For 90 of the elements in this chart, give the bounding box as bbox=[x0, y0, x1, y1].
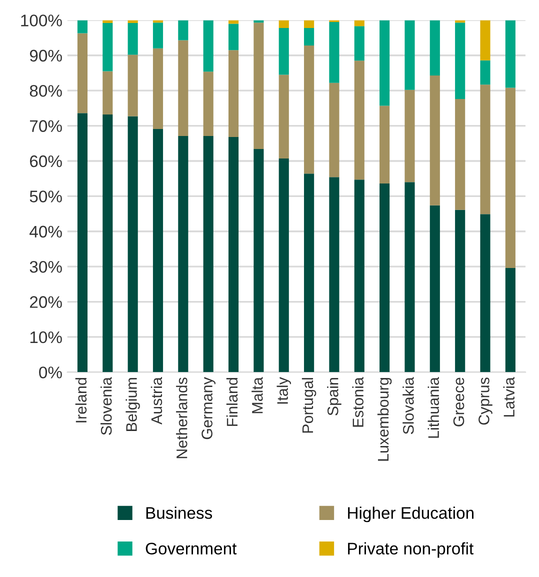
x-tick-label: Estonia bbox=[352, 377, 364, 427]
y-tick-label: 10% bbox=[30, 331, 62, 344]
bar bbox=[404, 90, 415, 182]
bar bbox=[304, 46, 314, 174]
bar bbox=[102, 23, 113, 72]
x-tick-label: Netherlands bbox=[176, 378, 188, 458]
y-tick-label: 50% bbox=[30, 190, 62, 202]
bar bbox=[329, 82, 340, 178]
y-tick-label: 0% bbox=[39, 366, 62, 378]
bar bbox=[430, 75, 440, 206]
bar bbox=[304, 174, 314, 372]
bar bbox=[228, 50, 239, 138]
x-tick-label: Luxembourg bbox=[377, 378, 392, 461]
bar bbox=[354, 20, 364, 26]
bar bbox=[278, 74, 289, 159]
x-tick-label: Latvia bbox=[503, 377, 515, 417]
x-tick-label: Ireland bbox=[75, 378, 87, 422]
y-tick-label: 40% bbox=[30, 226, 62, 238]
bar bbox=[480, 20, 490, 60]
bar bbox=[102, 114, 113, 372]
x-tick-label: Greece bbox=[453, 378, 464, 426]
bar bbox=[128, 116, 138, 372]
bar bbox=[254, 22, 264, 150]
bar bbox=[354, 180, 364, 372]
bar bbox=[128, 54, 138, 116]
bar bbox=[278, 158, 289, 372]
bar bbox=[480, 60, 490, 85]
bar bbox=[354, 60, 364, 180]
bar bbox=[430, 20, 440, 76]
bar bbox=[455, 210, 466, 372]
bar bbox=[102, 71, 113, 115]
bar bbox=[203, 136, 214, 372]
bar bbox=[77, 113, 88, 372]
bar bbox=[77, 20, 88, 34]
y-tick-label: 70% bbox=[30, 120, 62, 132]
x-tick-label: Cyprus bbox=[478, 378, 492, 425]
bar bbox=[278, 28, 289, 75]
bar bbox=[354, 26, 364, 61]
x-tick-label: Italy bbox=[276, 377, 291, 404]
bar bbox=[505, 20, 516, 88]
bar bbox=[404, 182, 415, 372]
y-tick-label: 20% bbox=[30, 296, 62, 308]
bar bbox=[329, 22, 340, 83]
bar bbox=[178, 136, 188, 372]
bar bbox=[480, 84, 490, 214]
bar bbox=[77, 33, 88, 114]
x-tick-label: Finland bbox=[226, 378, 238, 426]
x-tick-label: Slovakia bbox=[402, 377, 414, 434]
x-tick-label: Germany bbox=[202, 377, 216, 440]
bar bbox=[455, 22, 466, 100]
bar bbox=[254, 149, 264, 372]
bar bbox=[380, 106, 390, 184]
bar bbox=[178, 40, 188, 136]
bar bbox=[203, 20, 214, 72]
bar bbox=[304, 28, 314, 46]
legend-label: Private non-profit bbox=[348, 542, 474, 558]
y-tick-label: 100% bbox=[21, 14, 62, 26]
bar bbox=[329, 177, 340, 372]
bar bbox=[228, 137, 239, 372]
bar bbox=[505, 88, 516, 268]
x-tick-label: Spain bbox=[327, 378, 342, 416]
legend-label: Government bbox=[146, 542, 237, 554]
bar bbox=[178, 20, 188, 40]
x-tick-label: Lithuania bbox=[428, 377, 440, 438]
bar bbox=[152, 22, 164, 48]
y-tick-label: 60% bbox=[30, 155, 62, 168]
bar bbox=[380, 20, 390, 106]
x-tick-label: Austria bbox=[150, 377, 162, 425]
bar bbox=[304, 20, 314, 28]
legend-label: Business bbox=[146, 506, 212, 519]
bar bbox=[128, 23, 138, 55]
legend-label: Higher Education bbox=[348, 506, 474, 522]
bar bbox=[152, 48, 164, 129]
bar bbox=[228, 24, 239, 50]
bar bbox=[152, 128, 164, 372]
bar bbox=[203, 72, 214, 136]
y-tick-label: 80% bbox=[30, 84, 62, 97]
bar bbox=[404, 20, 415, 90]
y-tick-label: 30% bbox=[30, 260, 62, 273]
bar bbox=[505, 268, 516, 372]
bar bbox=[430, 205, 440, 372]
bar bbox=[455, 99, 466, 210]
bar bbox=[278, 20, 289, 28]
x-tick-label: Slovenia bbox=[100, 377, 112, 435]
x-tick-label: Belgium bbox=[126, 378, 140, 431]
bar bbox=[480, 214, 490, 372]
y-tick-label: 90% bbox=[30, 50, 62, 62]
x-tick-label: Malta bbox=[252, 377, 263, 414]
x-tick-label: Portugal bbox=[302, 378, 316, 433]
bar bbox=[380, 184, 390, 372]
